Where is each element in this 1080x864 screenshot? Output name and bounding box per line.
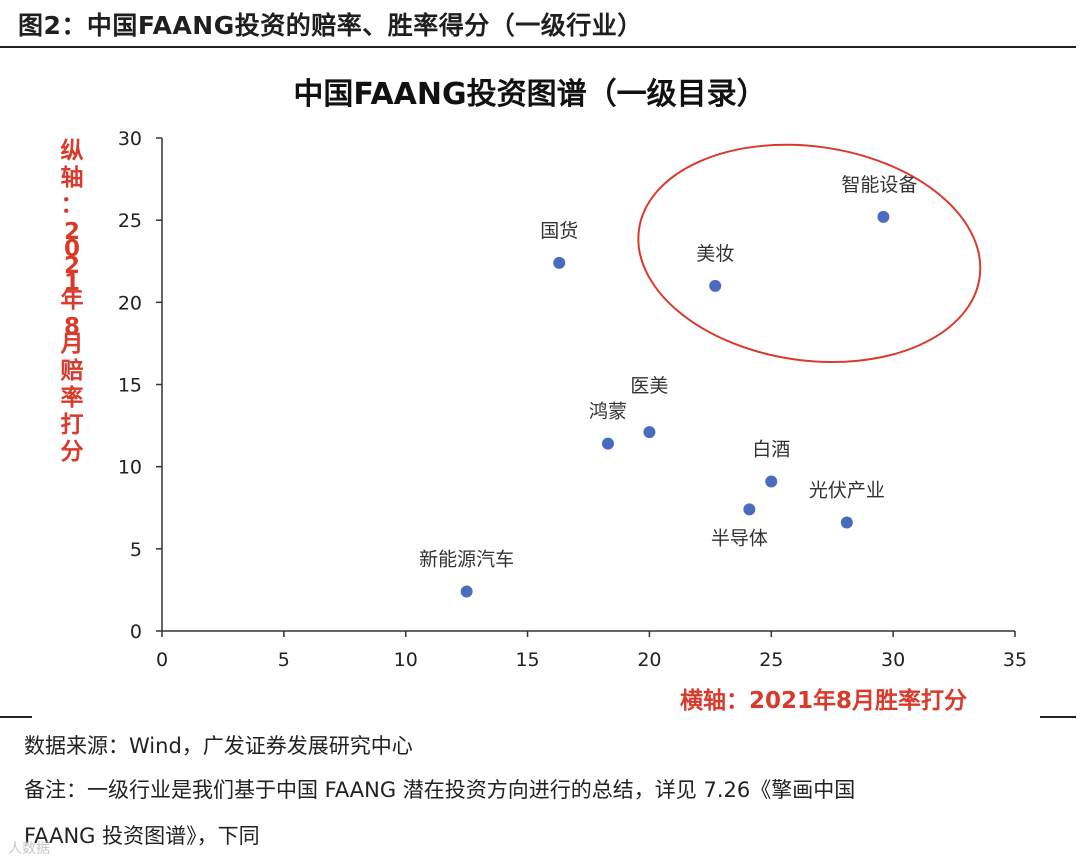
- figure-header: 图2：中国FAANG投资的赔率、胜率得分（一级行业）: [18, 11, 643, 40]
- point-光伏产业: [840, 516, 853, 529]
- point-label-医美: 医美: [630, 375, 668, 397]
- point-新能源汽车: [460, 585, 473, 598]
- point-label-半导体: 半导体: [711, 527, 768, 549]
- point-label-鸿蒙: 鸿蒙: [589, 401, 627, 423]
- source-note: 数据来源：Wind，广发证券发展研究中心: [24, 734, 413, 758]
- x-tick-label: 20: [637, 649, 661, 671]
- remark-line-2: FAANG 投资图谱》，下同: [24, 824, 260, 848]
- x-tick-label: 10: [394, 649, 418, 671]
- point-医美: [643, 426, 656, 439]
- chart-title: 中国FAANG投资图谱（一级目录）: [293, 77, 766, 112]
- x-tick-label: 0: [156, 649, 168, 671]
- point-美妆: [709, 279, 722, 292]
- point-label-光伏产业: 光伏产业: [809, 480, 885, 502]
- point-label-美妆: 美妆: [696, 243, 734, 265]
- scatter-chart: 中国FAANG投资图谱（一级目录） 0 5 10 15 20 25 30 0 5 10 15 20 25…: [60, 77, 1028, 714]
- header-divider: [0, 46, 1076, 48]
- point-label-白酒: 白酒: [752, 438, 790, 460]
- point-智能设备: [877, 210, 890, 223]
- point-label-新能源汽车: 新能源汽车: [419, 549, 514, 571]
- y-axis-label: 纵轴： 2 0 2 1 年 8 月赔率打分: [60, 138, 84, 465]
- y-tick-label: 5: [130, 539, 142, 561]
- y-tick-label: 15: [118, 375, 142, 397]
- footer-divider-right: [1040, 716, 1076, 718]
- point-国货: [553, 256, 566, 269]
- x-tick-label: 35: [1003, 649, 1027, 671]
- x-tick-label: 5: [278, 649, 290, 671]
- x-tick-label: 30: [881, 649, 905, 671]
- axes: 0 5 10 15 20 25 30 0 5 10 15 20 25 30 35: [118, 128, 1027, 671]
- x-axis-label: 横轴：2021年8月胜率打分: [680, 687, 967, 714]
- y-tick-label: 10: [118, 457, 142, 479]
- highlight-ellipse-shape: [637, 143, 982, 364]
- point-鸿蒙: [601, 437, 614, 450]
- watermark: 人数据: [8, 841, 50, 857]
- y-tick-label: 0: [130, 621, 142, 643]
- point-label-国货: 国货: [540, 220, 578, 242]
- footer-divider-left: [0, 716, 32, 718]
- point-白酒: [765, 475, 778, 488]
- y-tick-label: 20: [118, 292, 142, 314]
- y-tick-label: 25: [118, 210, 142, 232]
- highlight-ellipse: [637, 143, 982, 364]
- x-tick-label: 15: [515, 649, 539, 671]
- point-半导体: [743, 503, 756, 516]
- remark-line-1: 备注：一级行业是我们基于中国 FAANG 潜在投资方向进行的总结，详见 7.26…: [24, 778, 856, 802]
- x-tick-label: 25: [759, 649, 783, 671]
- y-tick-label: 30: [118, 128, 142, 150]
- point-label-智能设备: 智能设备: [841, 174, 917, 196]
